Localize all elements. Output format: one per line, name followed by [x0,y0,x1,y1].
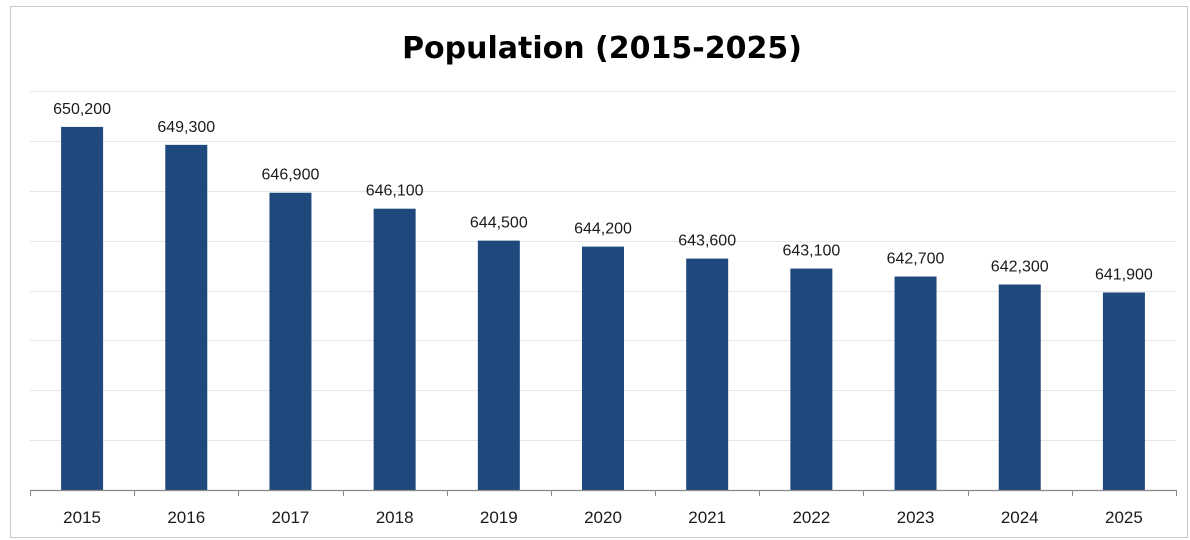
bar-2015 [61,126,104,490]
data-label-2025: 641,900 [1095,266,1153,283]
bar-2017 [269,192,312,490]
bar-2024 [998,284,1041,490]
data-label-2015: 650,200 [53,101,111,118]
data-label-2021: 643,600 [678,233,736,250]
data-label-2017: 646,900 [262,167,320,184]
x-tick-label-2022: 2022 [792,508,830,527]
x-tick-label-2021: 2021 [688,508,726,527]
x-tick-label-2018: 2018 [376,508,414,527]
bar-2023 [894,276,937,490]
data-label-2023: 642,700 [887,251,945,268]
gridlines [30,91,1176,441]
x-tick-label-2023: 2023 [897,508,935,527]
bar-2018 [373,208,416,490]
x-tick-label-2016: 2016 [167,508,205,527]
x-tick-label-2024: 2024 [1001,508,1039,527]
bar-2020 [582,246,624,490]
data-label-2022: 643,100 [782,243,840,260]
bar-2021 [686,258,729,490]
x-tick-label-2019: 2019 [480,508,518,527]
data-label-2019: 644,500 [470,215,528,232]
bars [61,126,1145,491]
bar-2016 [165,144,208,491]
bar-2022 [790,268,833,490]
data-label-2016: 649,300 [157,119,215,136]
bar-2019 [477,240,520,490]
data-label-2024: 642,300 [991,259,1049,276]
x-tick-label-2020: 2020 [584,508,622,527]
x-tick-label-2017: 2017 [272,508,310,527]
data-label-2018: 646,100 [366,183,424,200]
x-tick-label-2015: 2015 [63,508,101,527]
chart-title: Population (2015-2025) [402,31,802,66]
x-tick-label-2025: 2025 [1105,508,1143,527]
x-axis: 2015 2016 2017 2018 2019 2020 2021 2022 2023 2024… [30,489,1177,527]
data-labels: 650,200 649,300 646,900 646,100 644,500 644,2… [53,101,1153,284]
bar-2025 [1102,292,1145,490]
data-label-2020: 644,200 [574,221,632,238]
